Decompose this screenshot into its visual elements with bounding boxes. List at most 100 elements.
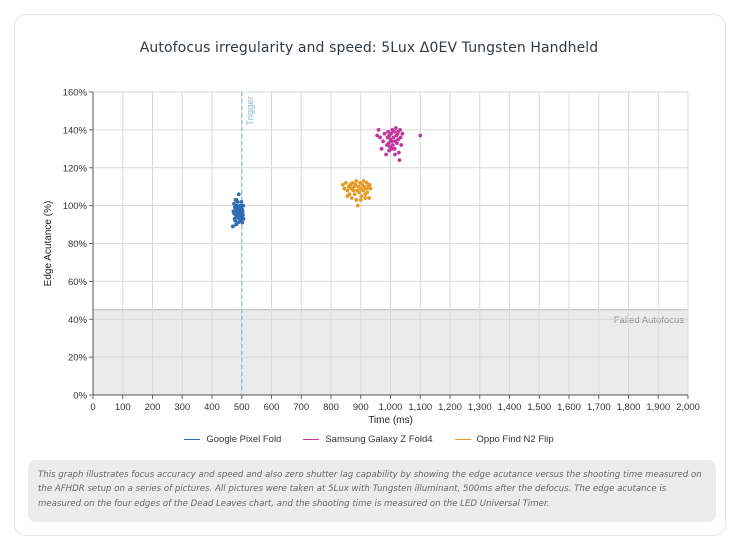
data-point-google-pixel-fold — [232, 211, 236, 216]
data-point-samsung-galaxy-z-fold4 — [386, 129, 391, 134]
legend-label: Oppo Find N2 Flip — [476, 434, 554, 445]
x-axis-label: Time (ms) — [368, 415, 413, 426]
data-point-oppo-find-n2-flip — [345, 188, 350, 193]
y-tick-label: 140% — [63, 125, 88, 136]
data-point-samsung-galaxy-z-fold4 — [418, 133, 423, 138]
data-point-oppo-find-n2-flip — [354, 179, 359, 183]
data-point-samsung-galaxy-z-fold4 — [389, 131, 393, 136]
data-point-oppo-find-n2-flip — [345, 194, 350, 199]
y-tick-label: 120% — [63, 163, 88, 174]
data-point-samsung-galaxy-z-fold4 — [392, 146, 397, 151]
data-point-oppo-find-n2-flip — [352, 192, 357, 197]
data-point-samsung-galaxy-z-fold4 — [378, 135, 382, 140]
trigger-label: Trigger — [245, 96, 256, 126]
data-point-oppo-find-n2-flip — [354, 198, 359, 202]
data-point-samsung-galaxy-z-fold4 — [379, 146, 384, 151]
data-point-oppo-find-n2-flip — [361, 188, 366, 193]
data-point-google-pixel-fold — [236, 209, 241, 214]
data-point-google-pixel-fold — [235, 213, 240, 217]
y-tick-label: 20% — [68, 353, 88, 364]
data-point-samsung-galaxy-z-fold4 — [382, 131, 387, 136]
data-point-samsung-galaxy-z-fold4 — [375, 133, 380, 138]
data-point-samsung-galaxy-z-fold4 — [389, 139, 394, 144]
data-point-google-pixel-fold — [233, 218, 238, 223]
data-point-samsung-galaxy-z-fold4 — [384, 152, 388, 157]
data-point-google-pixel-fold — [240, 211, 245, 216]
data-point-oppo-find-n2-flip — [357, 190, 362, 195]
data-point-samsung-galaxy-z-fold4 — [400, 131, 405, 136]
data-point-samsung-galaxy-z-fold4 — [393, 126, 398, 130]
data-point-samsung-galaxy-z-fold4 — [386, 141, 391, 146]
x-tick-label: 700 — [293, 402, 309, 413]
chart-title: Autofocus irregularity and speed: 5Lux Δ… — [139, 40, 599, 56]
x-tick-label: 600 — [264, 402, 280, 413]
data-point-oppo-find-n2-flip — [367, 196, 371, 200]
y-tick-label: 100% — [63, 201, 88, 212]
y-tick-label: 60% — [68, 277, 88, 288]
x-tick-label: 1,800 — [617, 402, 641, 413]
data-point-oppo-find-n2-flip — [341, 182, 345, 187]
data-point-google-pixel-fold — [230, 224, 235, 229]
legend-item-samsung-galaxy-z-fold4[interactable]: Samsung Galaxy Z Fold4 — [303, 434, 433, 445]
data-point-oppo-find-n2-flip — [355, 203, 360, 208]
legend-label: Google Pixel Fold — [206, 434, 282, 445]
y-axis-label: Edge Acutance (%) — [43, 201, 54, 287]
x-tick-label: 500 — [234, 402, 250, 413]
data-point-google-pixel-fold — [233, 205, 238, 210]
data-point-samsung-galaxy-z-fold4 — [376, 127, 381, 132]
data-point-samsung-galaxy-z-fold4 — [395, 141, 399, 146]
x-tick-label: 1,900 — [646, 402, 670, 413]
data-point-oppo-find-n2-flip — [351, 188, 356, 193]
data-point-samsung-galaxy-z-fold4 — [396, 129, 400, 134]
data-point-oppo-find-n2-flip — [364, 181, 369, 185]
x-tick-label: 1,000 — [379, 402, 403, 413]
data-point-oppo-find-n2-flip — [342, 186, 347, 191]
data-point-samsung-galaxy-z-fold4 — [390, 143, 395, 147]
data-point-samsung-galaxy-z-fold4 — [392, 129, 396, 134]
data-point-google-pixel-fold — [239, 216, 244, 221]
data-point-samsung-galaxy-z-fold4 — [393, 152, 397, 157]
x-tick-label: 1,600 — [557, 402, 581, 413]
x-tick-label: 1,700 — [587, 402, 611, 413]
x-tick-label: 400 — [204, 402, 220, 413]
x-tick-label: 1,300 — [468, 402, 492, 413]
data-point-oppo-find-n2-flip — [350, 181, 355, 185]
data-point-google-pixel-fold — [236, 192, 241, 197]
legend-item-oppo-find-n2-flip[interactable]: Oppo Find N2 Flip — [454, 434, 554, 445]
data-point-samsung-galaxy-z-fold4 — [390, 146, 394, 151]
x-tick-label: 300 — [174, 402, 190, 413]
x-tick-label: 1,200 — [438, 402, 462, 413]
legend-swatch — [454, 439, 471, 440]
data-point-google-pixel-fold — [241, 203, 246, 208]
data-point-google-pixel-fold — [232, 201, 236, 206]
x-tick-label: 2,000 — [676, 402, 700, 413]
legend-item-google-pixel-fold[interactable]: Google Pixel Fold — [184, 434, 281, 445]
chart-legend: Google Pixel Fold Samsung Galaxy Z Fold4 O… — [0, 434, 738, 445]
data-point-samsung-galaxy-z-fold4 — [387, 148, 391, 153]
x-tick-label: 900 — [353, 402, 369, 413]
data-point-oppo-find-n2-flip — [359, 194, 364, 199]
y-tick-label: 0% — [73, 391, 87, 402]
data-point-oppo-find-n2-flip — [353, 182, 358, 187]
data-point-oppo-find-n2-flip — [349, 196, 354, 200]
legend-swatch — [184, 439, 201, 440]
data-point-oppo-find-n2-flip — [361, 179, 366, 183]
y-tick-label: 160% — [63, 88, 88, 99]
y-tick-label: 80% — [68, 239, 88, 250]
data-point-oppo-find-n2-flip — [368, 186, 373, 191]
legend-label: Samsung Galaxy Z Fold4 — [325, 434, 433, 445]
x-tick-label: 1,400 — [498, 402, 522, 413]
data-point-samsung-galaxy-z-fold4 — [381, 139, 385, 144]
data-point-google-pixel-fold — [240, 220, 245, 225]
x-tick-label: 200 — [145, 402, 161, 413]
x-tick-label: 100 — [115, 402, 131, 413]
scatter-chart: Failed Autofocus 0 100 200 300 400 500 600 700 80… — [43, 88, 700, 427]
data-point-google-pixel-fold — [238, 205, 242, 210]
data-point-oppo-find-n2-flip — [363, 196, 368, 200]
chart-caption: This graph illustrates focus accuracy an… — [28, 460, 716, 522]
x-tick-label: 0 — [90, 402, 95, 413]
data-point-google-pixel-fold — [239, 199, 244, 204]
data-point-oppo-find-n2-flip — [363, 192, 368, 197]
x-tick-label: 1,100 — [408, 402, 432, 413]
data-point-samsung-galaxy-z-fold4 — [391, 135, 396, 140]
